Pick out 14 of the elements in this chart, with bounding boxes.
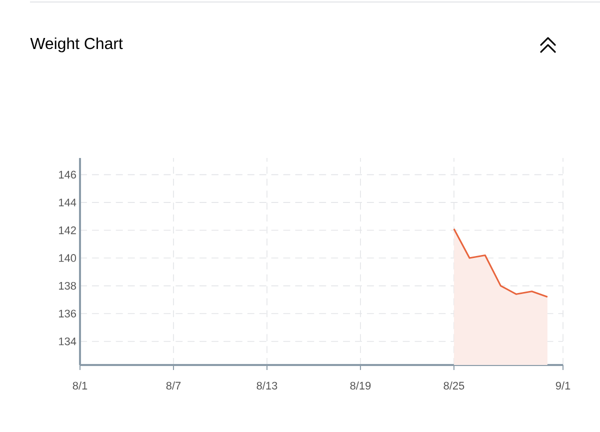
x-tick-label: 8/19 [350, 382, 371, 390]
y-tick-label: 144 [59, 198, 76, 206]
x-tick-label: 8/13 [256, 382, 278, 390]
y-tick-label: 138 [59, 282, 76, 290]
y-tick-label: 140 [59, 254, 76, 262]
y-tick-label: 136 [59, 310, 76, 318]
x-tick-label: 8/25 [444, 382, 464, 390]
chart-title: Weight Chart [30, 37, 123, 52]
x-tick-label: 8/7 [166, 382, 181, 390]
y-tick-label: 134 [59, 338, 76, 346]
x-tick-label: 9/1 [556, 382, 570, 390]
y-tick-label: 142 [59, 226, 76, 234]
y-tick-label: 146 [59, 170, 76, 179]
x-tick-label: 8/1 [72, 382, 88, 390]
